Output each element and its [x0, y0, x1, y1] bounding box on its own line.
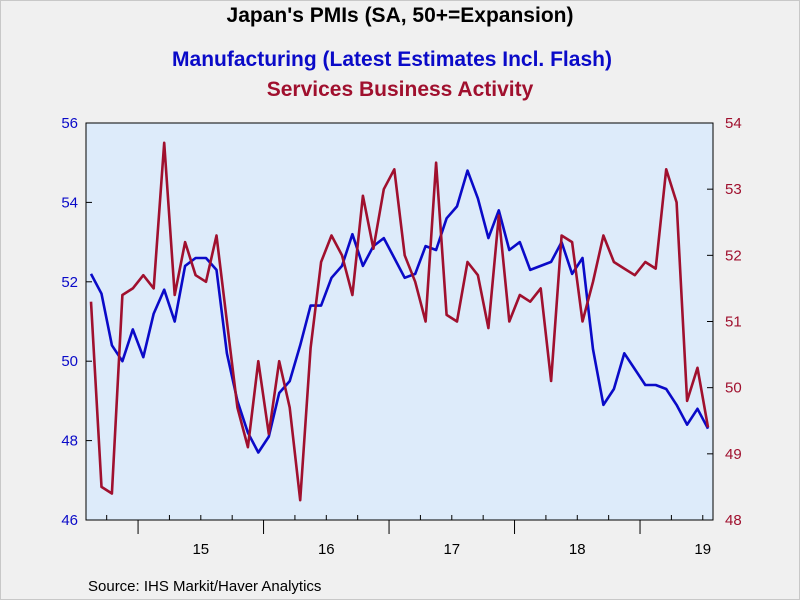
right-axis-tick-label: 54 — [725, 115, 742, 132]
x-axis-tick-label: 18 — [569, 541, 586, 558]
x-axis-tick-label: 17 — [443, 541, 460, 558]
left-axis-tick-label: 50 — [61, 353, 78, 370]
x-axis-tick-label: 19 — [694, 541, 711, 558]
left-axis-tick-label: 52 — [61, 274, 78, 291]
chart-title: Japan's PMIs (SA, 50+=Expansion) — [227, 4, 574, 27]
left-axis-tick-label: 56 — [61, 115, 78, 132]
right-axis-tick-label: 52 — [725, 247, 742, 264]
left-axis-tick-label: 46 — [61, 512, 78, 529]
right-axis-tick-label: 51 — [725, 314, 742, 331]
left-axis-tick-label: 54 — [61, 194, 78, 211]
right-axis-subtitle: Services Business Activity — [267, 78, 534, 101]
right-axis-tick-label: 48 — [725, 512, 742, 529]
source-note: Source: IHS Markit/Haver Analytics — [88, 578, 321, 595]
left-axis-tick-label: 48 — [61, 433, 78, 450]
plot-area — [85, 122, 714, 521]
right-axis-tick-label: 50 — [725, 380, 742, 397]
x-axis-tick-label: 15 — [192, 541, 209, 558]
right-axis-tick-label: 49 — [725, 446, 742, 463]
services-line — [89, 141, 710, 502]
manufacturing-line — [89, 169, 710, 454]
right-axis-tick-label: 53 — [725, 181, 742, 198]
left-axis-subtitle: Manufacturing (Latest Estimates Incl. Fl… — [172, 48, 612, 71]
x-axis-tick-label: 16 — [318, 541, 335, 558]
